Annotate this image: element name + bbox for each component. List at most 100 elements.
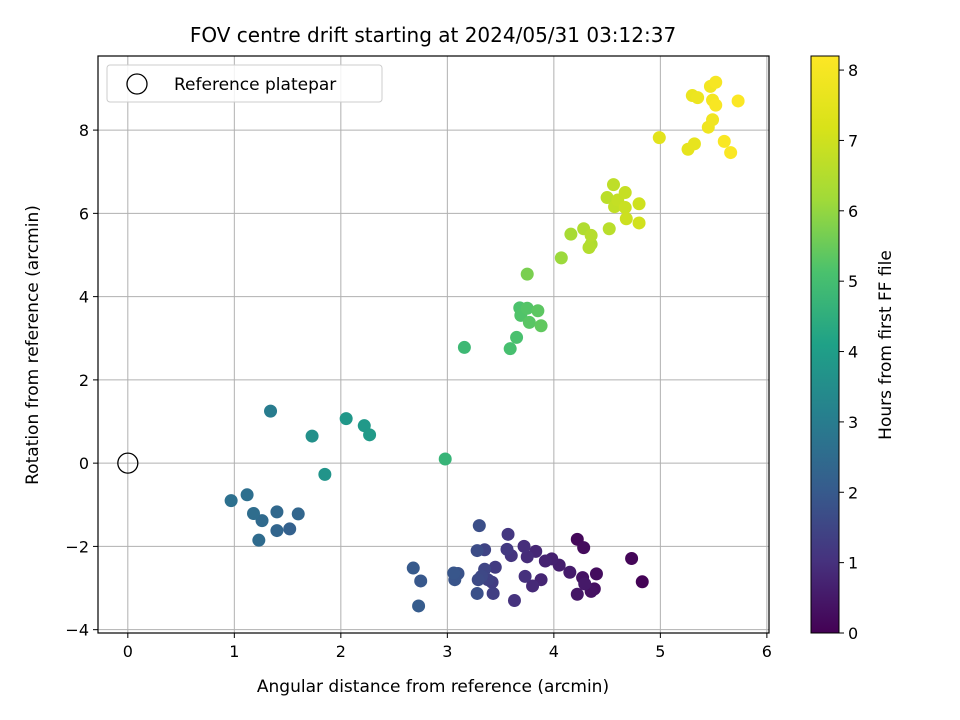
colorbar-tick-label: 6 <box>848 202 858 221</box>
reference-platepar-point <box>117 452 139 474</box>
scatter-point <box>507 594 521 608</box>
colorbar-tick-label: 8 <box>848 61 858 80</box>
x-tick-label: 3 <box>442 642 452 661</box>
x-tick-label: 0 <box>123 642 133 661</box>
scatter-point <box>488 560 502 574</box>
x-tick-label: 4 <box>549 642 559 661</box>
scatter-point <box>731 94 745 108</box>
colorbar-tick-label: 1 <box>848 554 858 573</box>
y-axis-label: Rotation from reference (arcmin) <box>23 205 43 485</box>
scatter-point <box>470 544 484 558</box>
scatter-point <box>291 507 305 521</box>
colorbar-tick-label: 4 <box>848 343 858 362</box>
scatter-point <box>619 212 633 226</box>
grid-lines <box>98 56 769 633</box>
scatter-point <box>606 178 620 192</box>
scatter-point <box>717 134 731 148</box>
scatter-point <box>538 554 552 568</box>
scatter-point <box>472 519 486 533</box>
scatter-point <box>570 587 584 601</box>
scatter-point <box>252 533 266 547</box>
scatter-point <box>687 137 701 151</box>
legend-box <box>106 64 383 103</box>
scatter-point <box>470 586 484 600</box>
scatter-point <box>520 550 534 564</box>
colorbar-tick-label: 7 <box>848 131 858 150</box>
scatter-point <box>564 227 578 241</box>
scatter-point <box>471 573 485 587</box>
reference-marker <box>117 452 139 474</box>
legend: Reference platepar <box>106 64 383 103</box>
scatter-point <box>709 98 723 112</box>
scatter-point <box>706 113 720 127</box>
scatter-point <box>632 197 646 211</box>
scatter-points <box>224 75 745 613</box>
scatter-point <box>500 542 514 556</box>
scatter-point <box>503 342 517 356</box>
y-tick-label: −4 <box>65 621 89 640</box>
colorbar-tick-label: 5 <box>848 272 858 291</box>
scatter-point <box>577 541 591 555</box>
y-tick-label: 8 <box>79 121 89 140</box>
legend-reference-marker <box>126 73 148 95</box>
scatter-point <box>224 494 238 508</box>
colorbar-ticks: 0 1 2 3 4 5 6 7 8 <box>839 61 858 643</box>
legend-entry-reference: Reference platepar <box>174 75 336 95</box>
y-axis-ticks: −4 −2 0 2 4 6 8 <box>65 121 98 640</box>
x-tick-label: 6 <box>762 642 772 661</box>
scatter-point <box>635 575 649 589</box>
scatter-point <box>247 507 261 521</box>
scatter-point <box>270 505 284 519</box>
scatter-point <box>578 577 592 591</box>
chart-title: FOV centre drift starting at 2024/05/31 … <box>190 23 676 47</box>
colorbar-tick-label: 0 <box>848 624 858 643</box>
colorbar-tick-label: 2 <box>848 483 858 502</box>
scatter-point <box>305 429 319 443</box>
colorbar-gradient <box>810 55 840 634</box>
x-axis-ticks: 0 1 2 3 4 5 6 <box>123 633 772 661</box>
scatter-point <box>652 131 666 145</box>
scatter-point <box>724 146 738 160</box>
plot-frame <box>97 55 770 634</box>
scatter-point <box>486 586 500 600</box>
y-tick-label: 0 <box>79 454 89 473</box>
scatter-point <box>283 522 297 536</box>
colorbar-tick-label: 3 <box>848 413 858 432</box>
scatter-point <box>531 304 545 318</box>
x-tick-label: 1 <box>229 642 239 661</box>
scatter-point <box>589 567 603 581</box>
scatter-point <box>501 527 515 541</box>
scatter-point <box>602 222 616 236</box>
scatter-point <box>518 569 532 583</box>
x-axis-label: Angular distance from reference (arcmin) <box>257 677 609 697</box>
scatter-point <box>618 186 632 200</box>
scatter-point <box>632 216 646 230</box>
scatter-point <box>414 574 428 588</box>
scatter-point <box>534 319 548 333</box>
y-tick-label: −2 <box>65 537 89 556</box>
scatter-point <box>625 551 639 565</box>
scatter-point <box>457 340 471 354</box>
scatter-point <box>618 201 632 215</box>
scatter-point <box>691 91 705 105</box>
colorbar-label: Hours from first FF file <box>876 250 896 440</box>
colorbar: 0 1 2 3 4 5 6 7 8 Hours from first FF file <box>810 55 896 643</box>
scatter-point <box>406 561 420 575</box>
scatter-point <box>412 599 426 613</box>
scatter-point <box>318 467 332 481</box>
scatter-point <box>520 301 534 315</box>
scatter-point <box>438 452 452 466</box>
scatter-point <box>520 267 534 281</box>
scatter-point <box>563 565 577 579</box>
scatter-point <box>554 251 568 265</box>
scatter-point <box>517 539 531 553</box>
scatter-point <box>363 428 377 442</box>
scatter-point <box>510 330 524 344</box>
scatter-point <box>584 228 598 242</box>
scatter-point <box>447 566 461 580</box>
scatter-point <box>264 404 278 418</box>
scatter-point <box>339 412 353 426</box>
scatter-point <box>600 191 614 205</box>
y-tick-label: 2 <box>79 371 89 390</box>
